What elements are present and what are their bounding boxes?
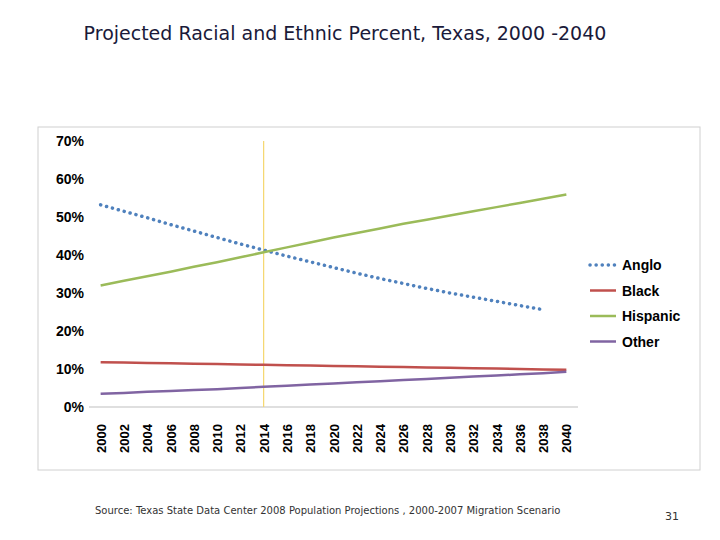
- y-tick-label: 0%: [64, 399, 85, 415]
- y-tick-label: 10%: [56, 361, 85, 377]
- reference-line: [263, 141, 264, 407]
- x-tick-label: 2016: [280, 424, 295, 453]
- x-tick-label: 2024: [373, 423, 388, 453]
- legend-label: Hispanic: [622, 308, 681, 324]
- x-tick-label: 2008: [187, 424, 202, 453]
- x-tick-label: 2036: [513, 424, 528, 453]
- legend-label: Anglo: [622, 257, 662, 273]
- x-tick-label: 2022: [350, 424, 365, 453]
- x-tick-label: 2010: [210, 424, 225, 453]
- x-tick-label: 2012: [233, 424, 248, 453]
- series-line: [101, 362, 567, 370]
- series-line: [101, 372, 567, 394]
- y-tick-label: 40%: [56, 247, 85, 263]
- series-group: [101, 195, 567, 394]
- chart-frame: [38, 127, 700, 470]
- legend-key: [590, 340, 616, 343]
- chart: 0% 10% 20% 30% 40% 50% 60% 70% 2000 2002 2004 2006 2…: [0, 0, 720, 540]
- x-tick-label: 2030: [443, 424, 458, 453]
- x-tick-label: 2018: [303, 424, 318, 453]
- x-tick-label: 2040: [559, 424, 574, 453]
- x-tick-label: 2026: [396, 424, 411, 453]
- x-tick-label: 2034: [490, 423, 505, 453]
- x-tick-label: 2020: [327, 424, 342, 453]
- page: {"chart_data": { "type": "line", "title"…: [0, 0, 720, 540]
- x-tick-label: 2002: [117, 424, 132, 453]
- source: Source: Texas State Data Center 2008 Pop…: [95, 505, 560, 516]
- legend-key: [590, 315, 616, 318]
- x-tick-label: 2000: [94, 424, 109, 453]
- legend-key: [590, 263, 616, 267]
- legend-key: [590, 289, 616, 292]
- x-axis: [89, 407, 578, 408]
- page-number: 31: [665, 510, 679, 523]
- y-tick-label: 20%: [56, 323, 85, 339]
- x-tick-label: 2006: [164, 424, 179, 453]
- x-tick-label: 2014: [257, 423, 272, 453]
- title: Projected Racial and Ethnic Percent, Tex…: [40, 18, 650, 48]
- legend-label: Black: [622, 283, 660, 299]
- legend-label: Other: [622, 334, 660, 350]
- y-tick-label: 60%: [56, 171, 85, 187]
- series-line: [101, 195, 567, 286]
- x-tick-label: 2028: [420, 424, 435, 453]
- x-tick-label: 2032: [466, 424, 481, 453]
- y-tick-label: 50%: [56, 209, 85, 225]
- series-line: [101, 205, 543, 310]
- y-tick-label: 30%: [56, 285, 85, 301]
- y-tick-label: 70%: [56, 133, 85, 149]
- x-tick-label: 2038: [536, 424, 551, 453]
- x-tick-label: 2004: [140, 423, 155, 453]
